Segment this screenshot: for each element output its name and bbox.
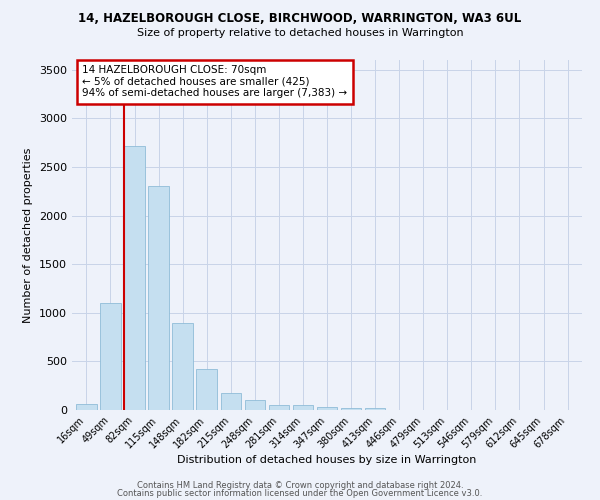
- Y-axis label: Number of detached properties: Number of detached properties: [23, 148, 34, 322]
- Bar: [124, 146, 145, 410]
- Bar: [269, 404, 289, 410]
- Bar: [293, 405, 313, 410]
- Bar: [148, 186, 169, 410]
- Text: Contains public sector information licensed under the Open Government Licence v3: Contains public sector information licen…: [118, 489, 482, 498]
- Bar: [365, 408, 385, 410]
- Text: 14, HAZELBOROUGH CLOSE, BIRCHWOOD, WARRINGTON, WA3 6UL: 14, HAZELBOROUGH CLOSE, BIRCHWOOD, WARRI…: [79, 12, 521, 26]
- Bar: [221, 392, 241, 410]
- Text: Size of property relative to detached houses in Warrington: Size of property relative to detached ho…: [137, 28, 463, 38]
- Bar: [245, 400, 265, 410]
- Bar: [317, 407, 337, 410]
- Bar: [196, 369, 217, 410]
- Bar: [341, 408, 361, 410]
- X-axis label: Distribution of detached houses by size in Warrington: Distribution of detached houses by size …: [178, 456, 476, 466]
- Bar: [76, 404, 97, 410]
- Bar: [100, 303, 121, 410]
- Text: 14 HAZELBOROUGH CLOSE: 70sqm
← 5% of detached houses are smaller (425)
94% of se: 14 HAZELBOROUGH CLOSE: 70sqm ← 5% of det…: [82, 66, 347, 98]
- Bar: [172, 324, 193, 410]
- Text: Contains HM Land Registry data © Crown copyright and database right 2024.: Contains HM Land Registry data © Crown c…: [137, 480, 463, 490]
